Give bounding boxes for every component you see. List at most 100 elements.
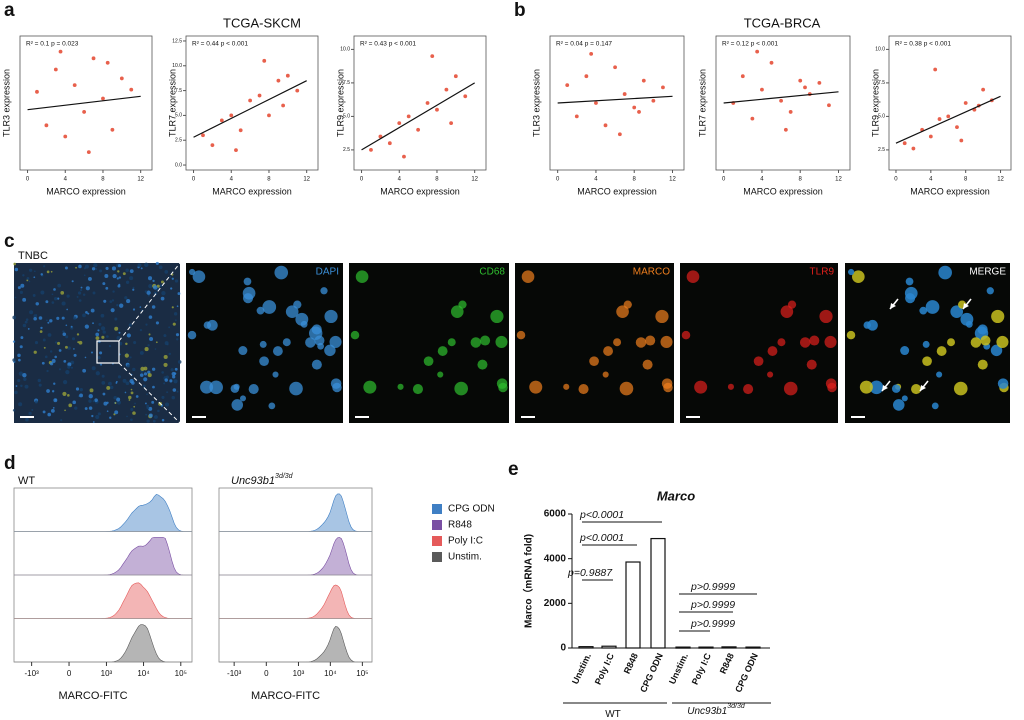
cell	[437, 371, 444, 378]
zoom-line	[118, 362, 181, 424]
cell	[130, 388, 133, 391]
cell	[88, 406, 93, 410]
cell	[87, 276, 92, 281]
cell	[423, 356, 434, 367]
cell	[56, 316, 60, 320]
cell	[105, 286, 109, 290]
cell	[12, 340, 16, 343]
cell	[90, 351, 93, 354]
p-value: p=0.9887	[567, 567, 613, 579]
zoom-box	[96, 340, 120, 364]
cell	[168, 326, 171, 329]
point	[760, 87, 764, 92]
cell	[124, 391, 127, 394]
cell	[144, 262, 149, 268]
cell	[49, 361, 54, 366]
x-tick-label: 4	[929, 177, 933, 183]
cell	[159, 284, 163, 288]
x-tick-label: 0	[360, 177, 364, 183]
cell	[84, 264, 89, 269]
cell	[947, 338, 955, 347]
cell	[846, 330, 856, 340]
point	[981, 87, 986, 92]
fit-line	[723, 91, 839, 104]
cell	[140, 366, 145, 371]
point	[594, 101, 598, 105]
cell	[46, 369, 49, 373]
cell	[450, 305, 464, 318]
y-tick-label: 10.0	[875, 47, 885, 53]
y-tick-label: 12.5	[172, 38, 182, 44]
cell	[147, 373, 152, 378]
histogram	[219, 493, 372, 532]
y-tick-label: 2.5	[175, 138, 182, 144]
cell	[102, 330, 106, 334]
cell	[68, 403, 73, 408]
cell	[458, 300, 467, 309]
cell	[164, 270, 169, 274]
cell	[350, 330, 360, 340]
cell	[931, 402, 939, 410]
point	[276, 78, 281, 83]
cell	[148, 333, 151, 336]
cell	[146, 290, 151, 295]
cell	[24, 384, 29, 389]
point	[369, 148, 373, 152]
cell	[919, 306, 928, 315]
cell	[289, 381, 303, 396]
cell	[55, 341, 58, 344]
name: WT	[605, 709, 621, 720]
cell	[40, 273, 43, 276]
cell	[563, 383, 570, 390]
cell	[997, 378, 1009, 389]
cell	[329, 335, 342, 348]
cell	[129, 269, 134, 274]
cell	[70, 360, 75, 365]
cell	[46, 389, 50, 393]
cell	[163, 382, 166, 385]
cell	[102, 282, 106, 286]
cell	[40, 290, 45, 295]
cell	[124, 296, 128, 300]
cell	[99, 351, 103, 355]
cell	[320, 287, 328, 295]
cell	[46, 270, 50, 274]
point	[788, 110, 793, 114]
point	[798, 78, 803, 83]
cell	[20, 336, 24, 340]
cell	[156, 284, 160, 288]
x-tick-label: 4	[64, 177, 68, 183]
cell	[176, 338, 179, 341]
cell	[17, 379, 21, 383]
cell	[80, 286, 83, 289]
cell	[824, 335, 837, 348]
channel-label: MERGE	[969, 267, 1006, 278]
x-tick-label: 4	[398, 177, 402, 183]
cell	[905, 277, 914, 286]
cell	[66, 294, 70, 298]
cell	[117, 375, 121, 379]
y-tick-label: 5.0	[878, 114, 885, 120]
group-label: Unc93b13d/3d	[231, 473, 294, 487]
point	[963, 101, 968, 105]
cell	[144, 290, 148, 293]
cell	[623, 300, 632, 309]
cell	[108, 381, 112, 386]
cell	[660, 335, 673, 348]
cell	[89, 388, 94, 393]
cell	[42, 338, 46, 342]
cell	[172, 322, 176, 326]
point	[779, 98, 783, 103]
cell	[176, 305, 179, 308]
point	[72, 83, 77, 88]
legend-label: Poly I:C	[448, 536, 483, 547]
y-tick-label: 4000	[544, 553, 567, 564]
cell	[922, 356, 932, 367]
cell	[171, 277, 174, 280]
cell	[130, 418, 133, 422]
point	[651, 98, 656, 103]
histogram	[14, 582, 192, 619]
cell	[160, 296, 165, 301]
y-tick-label: 7.5	[343, 80, 350, 86]
cell	[35, 302, 39, 306]
